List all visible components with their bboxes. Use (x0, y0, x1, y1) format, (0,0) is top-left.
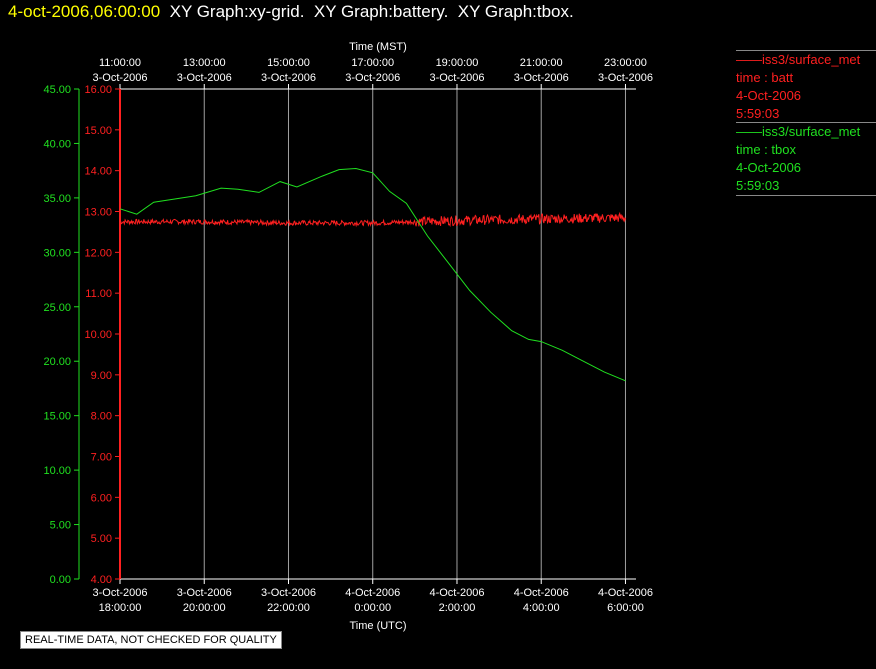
legend-separator (736, 122, 876, 123)
x-top-tick-label-date: 3-Oct-2006 (429, 72, 484, 84)
title-graph-names: XY Graph:xy-grid. XY Graph:battery. XY G… (160, 2, 574, 21)
x-tick-label-date: 3-Oct-2006 (177, 587, 232, 599)
legend-batt: ——iss3/surface_met time : batt 4-Oct-200… (736, 50, 876, 123)
y-outer-tick-label: 10.00 (43, 465, 71, 477)
x-tick-label-time: 0:00:00 (354, 602, 391, 614)
x-tick-label-date: 4-Oct-2006 (598, 587, 653, 599)
x-top-tick-label-time: 13:00:00 (183, 57, 226, 69)
y-inner-tick-label: 12.00 (84, 247, 112, 259)
legend-series-name: ——iss3/surface_met (736, 52, 861, 67)
legend-date: 4-Oct-2006 (736, 160, 802, 175)
series-line (119, 211, 626, 228)
y-inner-tick-label: 15.00 (84, 125, 112, 137)
y-outer-tick-label: 20.00 (43, 356, 71, 368)
x-top-tick-label-time: 11:00:00 (99, 57, 141, 69)
x-tick-label-date: 4-Oct-2006 (514, 587, 569, 599)
x-top-tick-label-date: 3-Oct-2006 (92, 72, 147, 84)
title-timestamp: 4-oct-2006,06:00:00 (8, 2, 161, 21)
x-top-tick-label-date: 3-Oct-2006 (514, 72, 569, 84)
series-line (119, 167, 626, 382)
y-inner-tick-label: 9.00 (91, 370, 112, 382)
y-inner-tick-label: 16.00 (84, 84, 112, 96)
legend-tbox: ——iss3/surface_met time : tbox 4-Oct-200… (736, 122, 876, 196)
legend-separator (736, 50, 876, 51)
chart-title: 4-oct-2006,06:00:00 XY Graph:xy-grid. XY… (8, 2, 574, 22)
y-inner-tick-label: 13.00 (84, 207, 112, 219)
y-outer-tick-label: 25.00 (43, 302, 71, 314)
y-inner-tick-label: 14.00 (84, 166, 112, 178)
x-tick-label-time: 22:00:00 (267, 602, 310, 614)
x-top-tick-label-time: 23:00:00 (604, 57, 647, 69)
y-outer-tick-label: 35.00 (43, 193, 71, 205)
y-outer-tick-label: 40.00 (43, 138, 71, 150)
x-top-tick-label-date: 3-Oct-2006 (598, 72, 653, 84)
legend-variable: time : batt (736, 70, 794, 85)
y-inner-tick-label: 5.00 (91, 533, 112, 545)
legend-series-name: ——iss3/surface_met (736, 124, 861, 139)
y-inner-tick-label: 4.00 (91, 574, 112, 586)
x-axis-title-mst: Time (MST) (349, 41, 407, 53)
legend-time: 5:59:03 (736, 178, 780, 193)
x-tick-label-date: 4-Oct-2006 (345, 587, 400, 599)
y-inner-tick-label: 6.00 (91, 492, 112, 504)
x-top-tick-label-time: 15:00:00 (267, 57, 310, 69)
y-outer-tick-label: 45.00 (43, 84, 71, 96)
x-tick-label-date: 4-Oct-2006 (429, 587, 484, 599)
x-tick-label-time: 2:00:00 (439, 602, 476, 614)
y-inner-tick-label: 8.00 (91, 411, 112, 423)
legend-variable: time : tbox (736, 142, 796, 157)
x-top-tick-label-time: 17:00:00 (351, 57, 394, 69)
x-tick-label-time: 18:00:00 (99, 602, 142, 614)
x-tick-label-date: 3-Oct-2006 (261, 587, 316, 599)
y-inner-tick-label: 10.00 (84, 329, 112, 341)
x-tick-label-time: 4:00:00 (523, 602, 560, 614)
y-outer-tick-label: 5.00 (50, 520, 71, 532)
x-tick-label-time: 6:00:00 (607, 602, 644, 614)
x-tick-label-time: 20:00:00 (183, 602, 226, 614)
x-top-tick-label-time: 19:00:00 (436, 57, 479, 69)
legend-date: 4-Oct-2006 (736, 88, 802, 103)
x-top-tick-label-time: 21:00:00 (520, 57, 563, 69)
legend-separator (736, 195, 876, 196)
y-inner-tick-label: 11.00 (85, 288, 112, 300)
x-top-tick-label-date: 3-Oct-2006 (177, 72, 232, 84)
x-tick-label-date: 3-Oct-2006 (92, 587, 147, 599)
x-top-tick-label-date: 3-Oct-2006 (345, 72, 400, 84)
y-inner-tick-label: 7.00 (91, 452, 112, 464)
legend-time: 5:59:03 (736, 106, 780, 121)
y-outer-tick-label: 15.00 (43, 411, 71, 423)
x-top-tick-label-date: 3-Oct-2006 (261, 72, 316, 84)
y-outer-tick-label: 0.00 (50, 574, 71, 586)
y-outer-tick-label: 30.00 (43, 247, 71, 259)
x-axis-title-utc: Time (UTC) (349, 620, 406, 632)
quality-disclaimer: REAL-TIME DATA, NOT CHECKED FOR QUALITY (20, 631, 282, 649)
